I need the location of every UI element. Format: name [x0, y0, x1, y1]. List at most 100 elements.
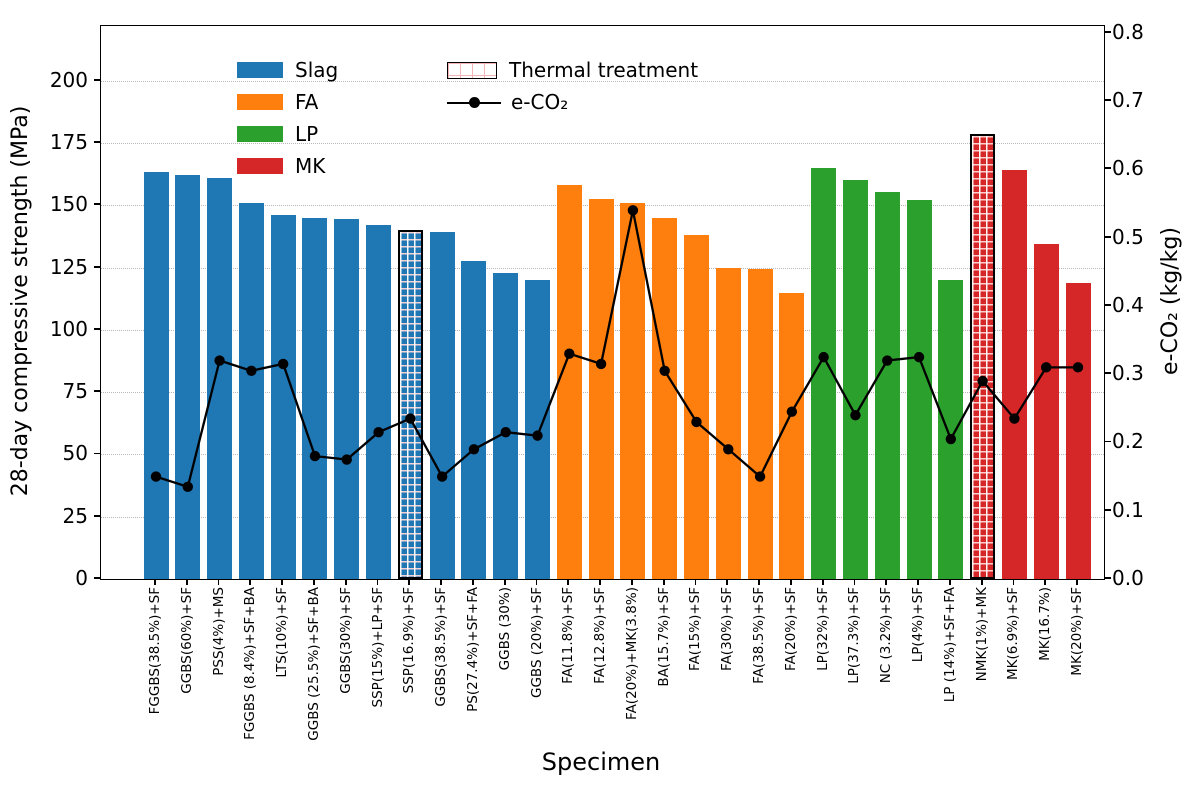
right-axis-tick [1105, 508, 1111, 511]
legend-item-fa: FA [237, 90, 319, 114]
bar [1001, 170, 1027, 579]
bar [747, 268, 773, 579]
x-axis-tick [154, 580, 156, 585]
left-axis-tick [94, 577, 100, 579]
legend-item-slag: Slag [237, 58, 338, 82]
right-axis-tick-label: 0.2 [1112, 429, 1144, 454]
x-tick-label: FGGBS (8.4%)+SF+BA [242, 587, 259, 740]
right-axis-tick-label: 0.3 [1112, 361, 1144, 386]
eco2-line-marker-icon [447, 94, 501, 111]
bar [334, 219, 360, 579]
left-axis-tick-label: 50 [62, 441, 88, 466]
x-axis-tick [789, 580, 792, 585]
x-tick-label: PSS(4%)+MS [210, 587, 227, 676]
x-axis-tick [917, 580, 919, 585]
gridline [101, 80, 1104, 82]
x-tick-label: MK(6.9%)+SF [1005, 587, 1022, 680]
bar [779, 292, 805, 579]
bar [207, 177, 233, 579]
bar [556, 185, 582, 579]
right-axis-tick-label: 0.5 [1112, 224, 1144, 249]
x-tick-label: NMK(1%)+MK [973, 587, 990, 682]
x-tick-label: FA(12.8%)+SF [592, 587, 609, 684]
x-tick-label: FA(20%)+SF [782, 587, 799, 671]
legend-label-mk: MK [295, 154, 326, 178]
x-tick-label: FA(15%)+SF [687, 587, 704, 671]
left-axis-tick [94, 141, 100, 143]
bar [1033, 243, 1059, 579]
x-axis-tick [249, 580, 252, 585]
x-axis-tick [694, 580, 697, 585]
bar [906, 200, 932, 579]
left-axis-title: 28-day compressive strength (MPa) [8, 105, 33, 497]
legend-label-fa: FA [295, 90, 319, 114]
x-axis-tick [1012, 580, 1015, 585]
bar [588, 199, 614, 579]
right-axis-tick [1105, 99, 1111, 101]
right-axis-tick [1105, 30, 1111, 33]
lp-color-swatch [237, 126, 283, 142]
left-axis-tick [94, 265, 100, 268]
bar-thermal-treated [397, 230, 423, 579]
x-axis-title: Specimen [541, 748, 661, 776]
bar [366, 225, 392, 579]
left-axis-tick [94, 514, 100, 517]
x-tick-label: FA(30%)+SF [719, 587, 736, 671]
x-axis-tick [503, 580, 506, 585]
bar [842, 180, 868, 579]
right-axis-tick-label: 0.6 [1112, 156, 1144, 181]
legend-label-lp: LP [295, 122, 319, 146]
x-axis-tick [281, 580, 284, 585]
bar [874, 191, 900, 579]
x-tick-label: GGBS (30%) [496, 587, 513, 671]
legend-item-lp: LP [237, 122, 319, 146]
left-axis-tick-label: 200 [49, 67, 88, 92]
x-tick-label: FA(20%)+MK(3.8%) [623, 587, 640, 720]
x-tick-label: BA(15.7%)+SF [655, 587, 672, 687]
x-axis-tick [185, 580, 188, 585]
x-tick-label: SSP(15%)+LP+SF [369, 587, 386, 708]
left-axis-tick-label: 25 [62, 503, 88, 528]
left-axis-tick [94, 328, 100, 330]
bar [811, 168, 837, 579]
left-axis-tick [94, 78, 100, 81]
left-axis-tick [94, 390, 100, 393]
x-axis-tick [758, 580, 760, 585]
x-tick-label: GGBS(60%)+SF [178, 587, 195, 694]
fa-color-swatch [237, 94, 283, 110]
x-tick-label: PS(27.4%)+SF+FA [464, 587, 481, 712]
x-axis-tick [472, 580, 474, 585]
right-axis-tick-label: 0.0 [1112, 566, 1144, 590]
x-axis-tick [821, 580, 824, 585]
x-axis-tick [853, 580, 856, 585]
bar [525, 280, 551, 579]
right-axis-tick-label: 0.1 [1112, 497, 1144, 522]
x-axis-tick [408, 580, 411, 585]
bar [143, 171, 169, 579]
legend-item-eco2: e-CO₂ [447, 90, 568, 114]
x-axis-tick [344, 580, 347, 585]
bar [270, 215, 296, 579]
right-axis-tick [1105, 167, 1111, 170]
x-axis-tick [662, 580, 665, 585]
gridline [101, 143, 1104, 145]
left-axis-tick-label: 150 [49, 192, 88, 217]
bar [238, 202, 264, 579]
x-axis-tick [440, 580, 443, 585]
left-axis-tick-label: 75 [62, 379, 88, 404]
x-axis-tick [980, 580, 983, 585]
thermal-treatment-hatch-icon [447, 61, 497, 79]
x-tick-label: FA(38.5%)+SF [751, 587, 768, 684]
slag-color-swatch [237, 62, 283, 78]
left-axis-tick-label: 125 [49, 254, 88, 279]
left-axis-tick-label: 0 [75, 566, 88, 590]
left-axis-tick-label: 100 [49, 316, 88, 341]
x-tick-label: LP(4%)+SF [910, 587, 927, 663]
plot-area: Slag FA LP MK Thermal treatment e-CO₂ [100, 25, 1105, 580]
x-tick-label: GGBS (25.5%)+SF+BA [305, 587, 322, 741]
x-tick-label: SSP(16.9%)+SF [401, 587, 418, 694]
x-axis-tick [1076, 580, 1078, 585]
x-axis-tick [313, 580, 315, 585]
x-axis-tick [567, 580, 570, 585]
right-axis-tick [1105, 304, 1111, 306]
